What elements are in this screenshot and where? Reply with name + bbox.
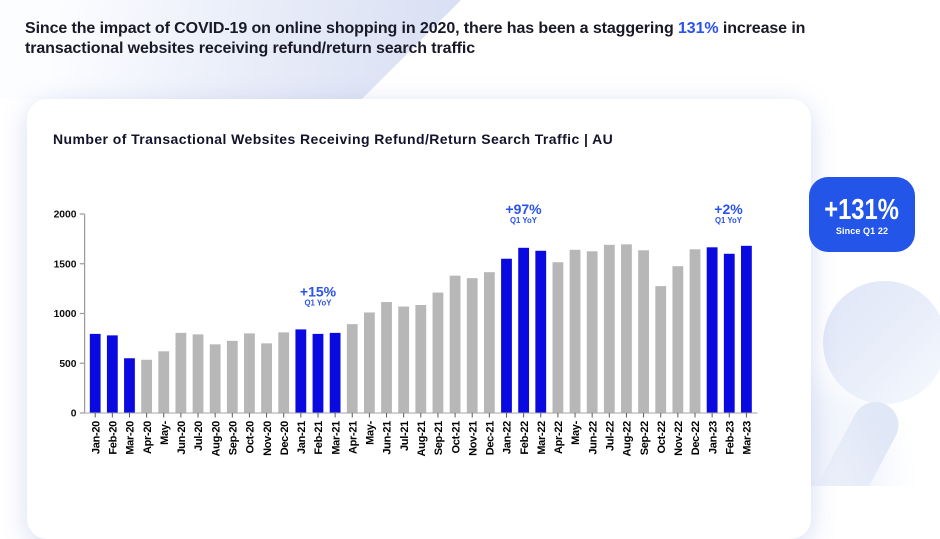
svg-text:Dec-21: Dec-21 — [485, 421, 497, 455]
svg-text:Jun-20: Jun-20 — [176, 421, 188, 455]
svg-text:Jul-22: Jul-22 — [605, 421, 617, 451]
svg-text:Jul-20: Jul-20 — [193, 421, 205, 451]
svg-text:Mar-21: Mar-21 — [330, 421, 342, 455]
svg-text:500: 500 — [59, 359, 76, 370]
svg-text:Jan-21: Jan-21 — [296, 421, 308, 454]
svg-text:Nov-20: Nov-20 — [262, 421, 274, 456]
svg-text:Feb-22: Feb-22 — [519, 421, 531, 455]
svg-text:1000: 1000 — [54, 309, 77, 320]
svg-text:+2%: +2% — [714, 201, 743, 217]
svg-text:Feb-20: Feb-20 — [108, 421, 120, 455]
svg-text:Jan-20: Jan-20 — [90, 421, 102, 454]
svg-text:Oct-21: Oct-21 — [450, 421, 462, 454]
svg-text:May-: May- — [159, 420, 171, 444]
svg-text:May-: May- — [570, 420, 582, 444]
svg-text:+15%: +15% — [300, 284, 337, 300]
svg-text:Nov-21: Nov-21 — [467, 421, 479, 456]
svg-text:Jul-21: Jul-21 — [399, 421, 411, 451]
svg-text:Jan-23: Jan-23 — [707, 421, 719, 454]
svg-text:2000: 2000 — [54, 210, 77, 221]
svg-text:Aug-22: Aug-22 — [622, 421, 634, 457]
svg-text:Nov-22: Nov-22 — [673, 421, 685, 456]
svg-text:May-: May- — [365, 420, 377, 444]
svg-text:Feb-21: Feb-21 — [313, 421, 325, 455]
svg-text:0: 0 — [71, 409, 77, 420]
svg-text:Q1 YoY: Q1 YoY — [715, 216, 743, 225]
svg-text:Mar-20: Mar-20 — [125, 421, 137, 455]
svg-text:Dec-20: Dec-20 — [279, 421, 291, 455]
svg-text:Sep-21: Sep-21 — [433, 421, 445, 455]
svg-text:Q1 YoY: Q1 YoY — [510, 216, 538, 225]
svg-text:Jun-21: Jun-21 — [382, 421, 394, 455]
svg-text:Mar-23: Mar-23 — [742, 421, 754, 455]
svg-text:Apr-21: Apr-21 — [347, 421, 359, 454]
svg-text:Q1 YoY: Q1 YoY — [304, 299, 332, 308]
svg-text:Oct-20: Oct-20 — [245, 421, 257, 454]
svg-text:Sep-20: Sep-20 — [228, 421, 240, 455]
svg-text:Apr-20: Apr-20 — [142, 421, 154, 454]
svg-text:Feb-23: Feb-23 — [724, 421, 736, 455]
svg-text:+97%: +97% — [505, 201, 542, 217]
svg-text:Apr-22: Apr-22 — [553, 421, 565, 454]
svg-text:1500: 1500 — [54, 259, 77, 270]
svg-text:Sep-22: Sep-22 — [639, 421, 651, 455]
svg-text:Jun-22: Jun-22 — [587, 421, 599, 455]
svg-text:Oct-22: Oct-22 — [656, 421, 668, 454]
svg-text:Mar-22: Mar-22 — [536, 421, 548, 455]
svg-text:Jan-22: Jan-22 — [502, 421, 514, 454]
svg-text:Dec-22: Dec-22 — [690, 421, 702, 455]
svg-text:Aug-21: Aug-21 — [416, 421, 428, 457]
svg-text:Aug-20: Aug-20 — [210, 421, 222, 457]
